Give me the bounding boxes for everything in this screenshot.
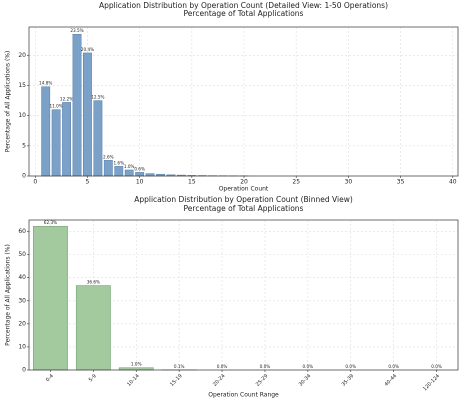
y-tick-label: 10	[18, 343, 26, 350]
y-tick-label: 10	[18, 112, 26, 119]
x-tick-label: 5-9	[88, 373, 98, 383]
chart-title: Application Distribution by Operation Co…	[99, 1, 388, 10]
value-label: 2.6%	[103, 154, 114, 159]
value-label: 36.6%	[87, 280, 100, 285]
x-tick-label: 15-19	[169, 373, 184, 388]
y-axis-label: Percentage of All Applications (%)	[5, 51, 12, 153]
value-label: 0.0%	[217, 364, 228, 369]
value-label: 1.0%	[124, 164, 135, 169]
bar	[75, 285, 111, 371]
value-label: 0.0%	[303, 364, 314, 369]
y-tick-label: 30	[18, 297, 26, 304]
y-axis-label: Percentage of All Applications (%)	[5, 244, 12, 346]
y-tick-label: 40	[18, 274, 26, 281]
y-tick-label: 5	[22, 142, 26, 149]
x-tick-label: 25-29	[255, 373, 270, 388]
x-axis-label: Operation Count Range	[208, 392, 279, 399]
bar	[114, 166, 124, 177]
value-label: 0.0%	[431, 364, 442, 369]
bar	[145, 173, 155, 177]
value-label: 14.8%	[39, 81, 52, 86]
bar	[93, 100, 103, 177]
value-label: 0.0%	[345, 364, 356, 369]
value-label: 12.5%	[91, 95, 104, 100]
chart-subtitle: Percentage of Total Applications	[184, 204, 304, 213]
y-tick-label: 15	[18, 82, 26, 89]
x-tick-label: 0-4	[45, 373, 55, 383]
x-tick-label: 35	[397, 179, 405, 186]
x-tick-label: 30-34	[298, 373, 313, 388]
value-label: 11.0%	[49, 104, 62, 109]
y-tick-label: 20	[18, 320, 26, 327]
x-tick-label: 0	[33, 179, 37, 186]
x-tick-label: 35-39	[341, 373, 356, 388]
value-label: 12.2%	[60, 96, 73, 101]
x-tick-label: 5	[86, 179, 90, 186]
chart-title: Application Distribution by Operation Co…	[134, 195, 353, 204]
bar	[72, 33, 82, 177]
value-label: 0.0%	[260, 364, 271, 369]
y-tick-label: 0	[22, 173, 26, 180]
value-label: 1.6%	[113, 160, 124, 165]
bar	[51, 109, 61, 177]
bar	[33, 225, 68, 371]
x-tick-label: 40-44	[384, 373, 399, 388]
bar	[83, 52, 92, 177]
bar	[62, 102, 72, 177]
x-tick-label: 20	[240, 179, 248, 186]
value-label: 0.0%	[388, 364, 399, 369]
bar	[124, 169, 134, 177]
plot-frame	[28, 26, 459, 177]
x-tick-label: 20-24	[212, 373, 227, 388]
value-label: 0.6%	[134, 166, 145, 171]
y-tick-label: 60	[18, 228, 26, 235]
x-tick-label: 10-14	[126, 373, 141, 388]
x-tick-label: 10	[136, 179, 144, 186]
x-tick-label: 15	[188, 179, 196, 186]
bar	[135, 172, 145, 177]
chart-subtitle: Percentage of Total Applications	[184, 9, 304, 18]
value-label: 0.1%	[174, 364, 185, 369]
bar	[41, 86, 51, 177]
y-tick-label: 50	[18, 251, 26, 258]
y-tick-label: 0	[22, 367, 26, 374]
y-tick-label: 20	[18, 52, 26, 59]
x-tick-label: 25	[292, 179, 300, 186]
value-label: 1.0%	[131, 362, 142, 367]
bar	[103, 160, 113, 177]
x-tick-label: 30	[345, 179, 353, 186]
value-label: 20.4%	[81, 47, 94, 52]
plot-frame	[28, 219, 459, 371]
x-tick-label: 40	[449, 179, 457, 186]
x-axis-label: Operation Count	[219, 186, 269, 193]
x-tick-label: 120-124	[422, 373, 441, 392]
value-label: 23.5%	[70, 28, 83, 33]
value-label: 62.3%	[44, 220, 57, 225]
